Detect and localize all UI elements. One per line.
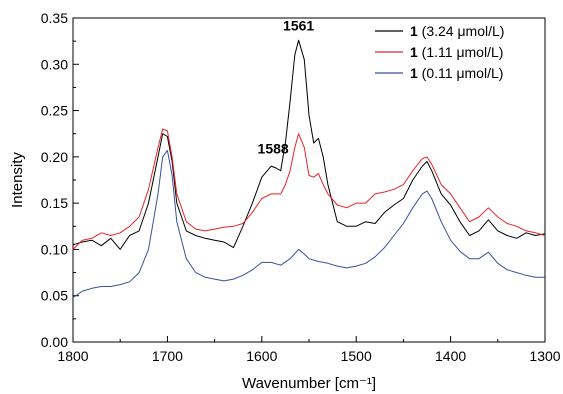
x-axis-title: Wavenumber [cm⁻¹] bbox=[242, 375, 376, 392]
legend-label-2: 1 (1.11 μmol/L) bbox=[410, 44, 503, 60]
x-tick-label: 1700 bbox=[152, 348, 183, 364]
peak-annotation-2: 1588 bbox=[258, 141, 289, 157]
legend-label-3: 1 (0.11 μmol/L) bbox=[410, 65, 503, 81]
legend-label-1: 1 (3.24 μmol/L) bbox=[410, 23, 504, 39]
legend: 1 (3.24 μmol/L) 1 (1.11 μmol/L) 1 (0.11 μm… bbox=[375, 23, 504, 81]
x-tick-label: 1500 bbox=[341, 348, 372, 364]
y-tick-label: 0.35 bbox=[41, 10, 68, 26]
axis-ticks: 1800 1700 1600 1500 1400 1300 0.00 0.05 0.10 0.15… bbox=[41, 10, 561, 364]
peak-annotation-1: 1561 bbox=[283, 18, 314, 34]
y-tick-label: 0.30 bbox=[41, 56, 68, 72]
series-line-3 bbox=[72, 149, 545, 299]
y-tick-label: 0.05 bbox=[41, 288, 68, 304]
series-line-2 bbox=[72, 128, 546, 250]
y-tick-label: 0.20 bbox=[41, 149, 68, 165]
series-line-1 bbox=[72, 39, 546, 250]
x-tick-label: 1600 bbox=[246, 348, 277, 364]
y-tick-label: 0.25 bbox=[41, 103, 68, 119]
x-tick-label: 1300 bbox=[529, 348, 560, 364]
y-tick-label: 0.10 bbox=[41, 241, 68, 257]
y-axis-title: Intensity bbox=[9, 152, 26, 208]
annotation-layer: 1561 1588 bbox=[258, 18, 315, 157]
y-tick-label: 0.15 bbox=[41, 195, 68, 211]
x-tick-label: 1800 bbox=[57, 348, 88, 364]
x-tick-label: 1400 bbox=[435, 348, 466, 364]
series-layer bbox=[72, 39, 546, 299]
y-tick-label: 0.00 bbox=[41, 334, 68, 350]
